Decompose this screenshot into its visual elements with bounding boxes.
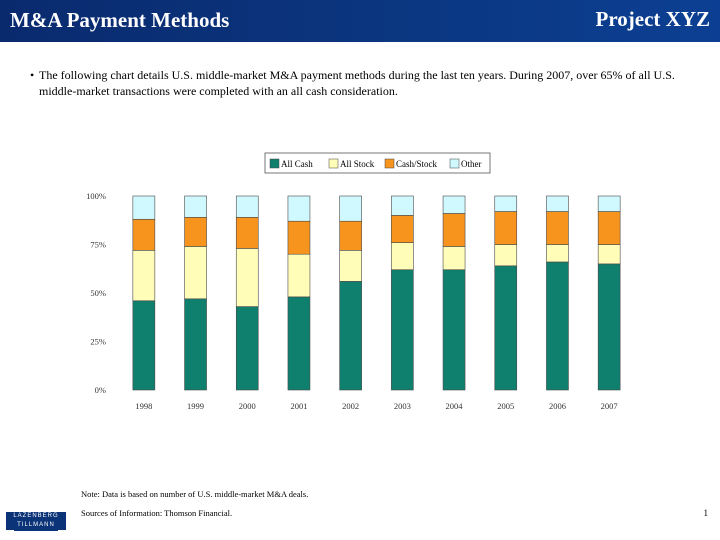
bar-2002-1 <box>339 250 362 282</box>
legend-swatch-3 <box>449 158 460 169</box>
bar-2000-0 <box>235 306 259 391</box>
y-tick-label-0: 0% <box>95 385 106 395</box>
legend-label-3: Other <box>461 159 482 169</box>
x-tick-label-5: 2003 <box>394 401 411 411</box>
page-title: M&A Payment Methods <box>10 8 230 32</box>
legend-box <box>264 152 491 174</box>
project-name: Project XYZ <box>595 7 711 31</box>
bar-2002-2 <box>339 220 362 251</box>
legend-swatch-0 <box>269 158 280 169</box>
x-tick-label-8: 2006 <box>549 401 566 411</box>
bar-1998-2 <box>132 218 156 251</box>
bar-2004-3 <box>442 195 466 214</box>
bar-2007-3 <box>597 195 621 212</box>
x-tick-label-6: 2004 <box>446 401 464 411</box>
bar-2005-2 <box>494 211 518 245</box>
bar-2005-0 <box>494 265 518 391</box>
bar-2006-3 <box>546 195 569 212</box>
bar-1999-1 <box>184 246 207 300</box>
y-tick-label-4: 100% <box>86 191 106 201</box>
bar-2007-0 <box>597 263 621 391</box>
legend-swatch-1 <box>328 158 339 169</box>
bar-2004-2 <box>442 213 466 247</box>
header-bar: M&A Payment Methods Project XYZ <box>0 0 720 42</box>
bar-2006-0 <box>546 261 569 391</box>
logo-underline <box>14 529 58 531</box>
logo-bottom-text: TILLMANN <box>6 521 66 530</box>
y-tick-label-1: 25% <box>90 337 106 347</box>
bar-2002-3 <box>339 195 362 222</box>
x-tick-label-2: 2000 <box>239 401 256 411</box>
bar-1998-1 <box>132 250 156 302</box>
bar-2000-3 <box>235 195 259 218</box>
page-number: 1 <box>703 508 709 518</box>
bar-2007-2 <box>597 211 621 245</box>
bar-2004-0 <box>442 269 466 391</box>
bar-2005-1 <box>494 244 518 267</box>
bar-1999-2 <box>184 217 207 247</box>
bar-2004-1 <box>442 246 466 271</box>
bar-1998-3 <box>132 195 156 220</box>
bar-2003-3 <box>391 195 414 216</box>
bar-2003-2 <box>391 215 414 243</box>
summary-text: The following chart details U.S. middle-… <box>39 68 675 98</box>
bar-2005-3 <box>494 195 518 212</box>
x-tick-label-4: 2002 <box>342 401 359 411</box>
footnote: Note: Data is based on number of U.S. mi… <box>81 489 309 499</box>
bar-2002-0 <box>339 281 362 391</box>
sources-note: Sources of Information: Thomson Financia… <box>81 508 233 518</box>
bar-2001-3 <box>287 195 311 222</box>
x-tick-label-7: 2005 <box>497 401 514 411</box>
bullet-marker: • <box>30 68 35 82</box>
bar-2001-0 <box>287 296 311 391</box>
bar-2006-1 <box>546 244 569 263</box>
bar-2003-1 <box>391 242 414 271</box>
x-tick-label-3: 2001 <box>290 401 307 411</box>
company-logo: LAZENBERG TILLMANN <box>6 498 66 534</box>
legend-label-0: All Cash <box>281 159 313 169</box>
legend-label-2: Cash/Stock <box>396 159 438 169</box>
bar-2003-0 <box>391 269 414 391</box>
legend-label-1: All Stock <box>340 159 375 169</box>
bar-2000-2 <box>235 217 259 249</box>
logo-top-text: LAZENBERG <box>6 512 66 521</box>
summary-bullet: • The following chart details U.S. middl… <box>30 67 700 99</box>
bar-1999-0 <box>184 298 207 391</box>
x-tick-label-0: 1998 <box>135 401 152 411</box>
x-tick-label-9: 2007 <box>601 401 618 411</box>
bar-2000-1 <box>235 248 259 307</box>
x-tick-label-1: 1999 <box>187 401 204 411</box>
bar-2006-2 <box>546 211 569 245</box>
bar-2007-1 <box>597 244 621 265</box>
bar-2001-2 <box>287 220 311 255</box>
bar-1998-0 <box>132 300 156 391</box>
y-tick-label-2: 50% <box>90 288 106 298</box>
bar-1999-3 <box>184 195 207 218</box>
y-tick-label-3: 75% <box>90 240 106 250</box>
bar-2001-1 <box>287 253 311 298</box>
legend-swatch-2 <box>384 158 395 169</box>
